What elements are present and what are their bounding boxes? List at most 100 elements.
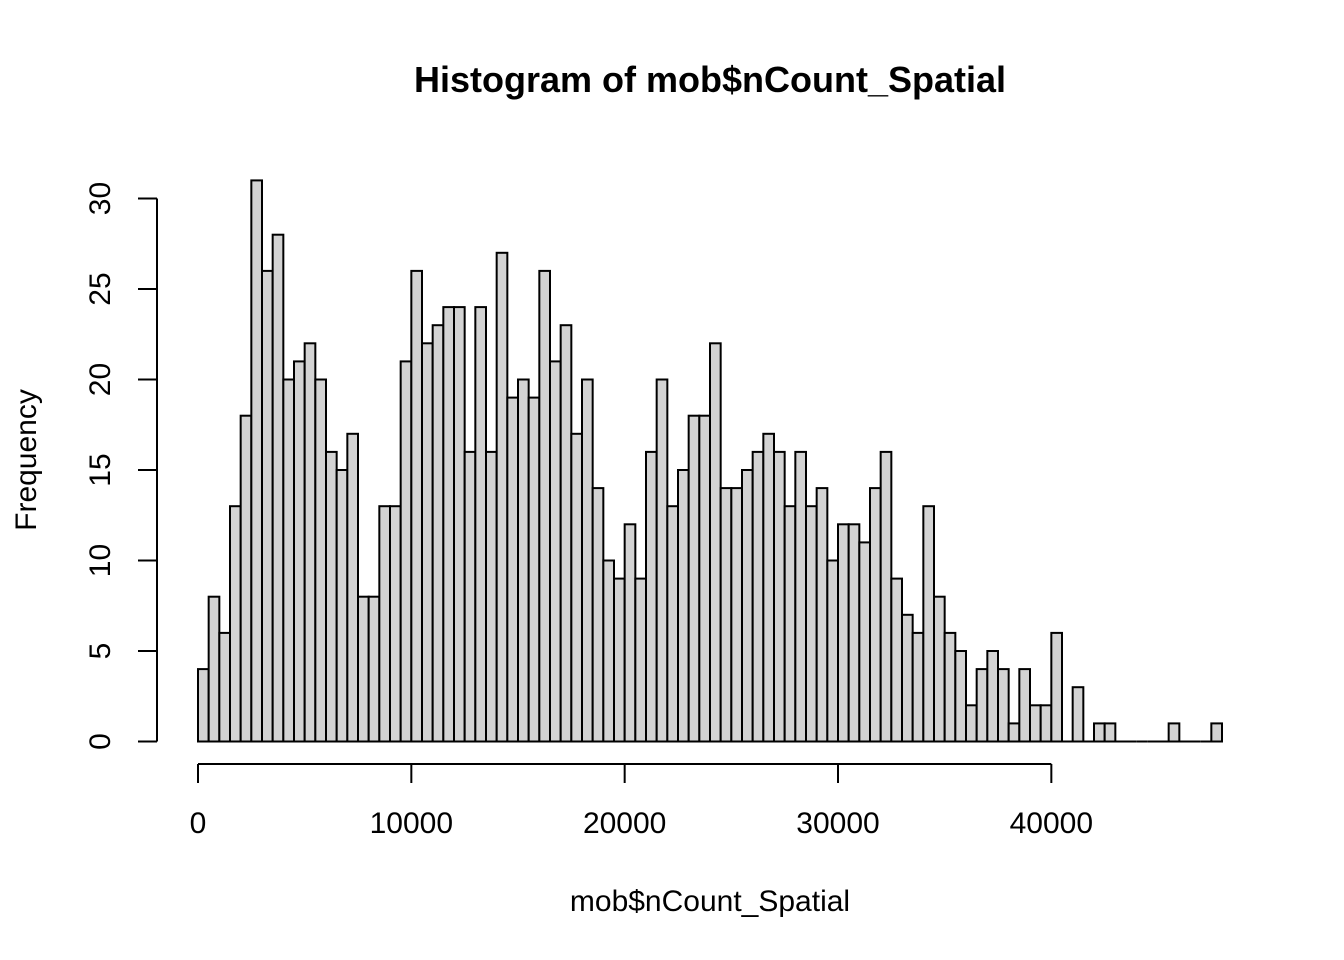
histogram-bar <box>698 414 711 743</box>
histogram-bar <box>879 450 893 743</box>
bars-group <box>197 179 1224 743</box>
histogram-bar <box>1093 722 1106 743</box>
histogram-bar <box>367 595 381 743</box>
y-tick-label: 5 <box>84 643 117 660</box>
histogram-bar <box>549 360 562 743</box>
histogram-bar <box>1210 722 1224 743</box>
chart-title: Histogram of mob$nCount_Spatial <box>414 59 1006 100</box>
histogram-bar <box>719 487 733 743</box>
histogram-bar <box>858 541 871 743</box>
histogram-bar <box>325 450 338 743</box>
histogram-bar <box>1167 722 1181 743</box>
histogram-bar <box>197 668 210 743</box>
histogram-bar <box>943 631 957 743</box>
histogram-bar <box>911 631 925 743</box>
histogram-bar <box>495 251 509 743</box>
histogram-bar <box>634 577 647 743</box>
histogram-bar <box>794 450 807 743</box>
y-axis-label: Frequency <box>10 389 43 531</box>
histogram-bar <box>709 342 722 743</box>
histogram-bar <box>218 631 231 743</box>
histogram-bar <box>517 378 530 743</box>
histogram-bar <box>954 650 967 743</box>
histogram-bar <box>239 414 253 743</box>
histogram-bar <box>229 505 242 743</box>
histogram-bar <box>346 432 360 743</box>
histogram-bar <box>773 450 786 743</box>
histogram-bar <box>687 414 701 743</box>
histogram-bar <box>1103 722 1117 743</box>
histogram-bar <box>975 668 989 743</box>
histogram-bar <box>986 650 999 743</box>
y-tick-label: 0 <box>84 733 117 750</box>
histogram-bar <box>815 487 829 743</box>
histogram-bar <box>271 233 285 743</box>
histogram-bar <box>581 378 594 743</box>
y-tick-label: 20 <box>84 363 117 396</box>
histogram-bar <box>965 704 978 743</box>
histogram-bar <box>421 342 434 743</box>
histogram-bar <box>666 505 679 743</box>
y-tick-label: 25 <box>84 272 117 305</box>
histogram-bar <box>506 396 520 743</box>
histogram-bar <box>282 378 296 743</box>
histogram-bar <box>1029 704 1042 743</box>
histogram-bar <box>730 487 743 743</box>
histogram-bar <box>655 378 669 743</box>
x-tick-label: 10000 <box>370 807 453 840</box>
histogram-bar <box>837 523 850 743</box>
y-tick-label: 10 <box>84 544 117 577</box>
histogram-bar <box>890 577 903 743</box>
x-tick-label: 30000 <box>796 807 879 840</box>
histogram-bar <box>303 342 317 743</box>
histogram-bar <box>463 450 477 743</box>
histogram-bar <box>570 432 583 743</box>
histogram-bar <box>314 378 328 743</box>
histogram-bar <box>431 324 445 743</box>
histogram-bar <box>847 523 861 743</box>
histogram-bar <box>645 450 658 743</box>
histogram-bar <box>602 559 615 743</box>
histogram-bar <box>442 306 456 743</box>
y-tick-label: 30 <box>84 182 117 215</box>
histogram-bar <box>933 595 946 743</box>
histogram-bar <box>591 487 605 743</box>
histogram-bar <box>378 505 392 743</box>
histogram-bar <box>1007 722 1021 743</box>
histogram-bar <box>335 469 349 743</box>
histogram-bar <box>751 450 765 743</box>
histogram-bar <box>485 450 498 743</box>
histogram-bar <box>613 577 626 743</box>
histogram-bar <box>901 613 914 743</box>
histogram-bar <box>527 396 541 743</box>
histogram-bar <box>293 360 306 743</box>
histogram-bar <box>1071 686 1085 743</box>
histogram-bar <box>677 469 690 743</box>
histogram-bar <box>762 432 775 743</box>
histogram-bar <box>997 668 1010 743</box>
histogram-bar <box>1018 668 1031 743</box>
x-axis-label: mob$nCount_Spatial <box>570 885 850 918</box>
histogram-bar <box>1039 704 1053 743</box>
y-axis: 0 5 10 15 20 25 30 <box>84 182 158 750</box>
histogram-bar <box>410 269 424 743</box>
histogram-bar <box>783 505 797 743</box>
histogram-bar <box>538 269 551 743</box>
histogram-bar <box>474 306 488 743</box>
histogram-bar <box>399 360 413 743</box>
histogram-bar <box>869 487 882 743</box>
histogram-bar <box>623 523 637 743</box>
histogram-bar <box>261 269 274 743</box>
histogram-bar <box>250 179 263 743</box>
x-axis: 0 10000 20000 30000 40000 <box>190 763 1093 840</box>
x-tick-label: 20000 <box>583 807 666 840</box>
histogram-bar <box>453 306 466 743</box>
histogram-bar <box>826 559 839 743</box>
histogram-bar <box>922 505 935 743</box>
y-tick-label: 15 <box>84 453 117 486</box>
histogram-bar <box>389 505 402 743</box>
histogram-bar <box>741 469 754 743</box>
histogram-bar <box>207 595 221 743</box>
x-tick-label: 40000 <box>1010 807 1093 840</box>
